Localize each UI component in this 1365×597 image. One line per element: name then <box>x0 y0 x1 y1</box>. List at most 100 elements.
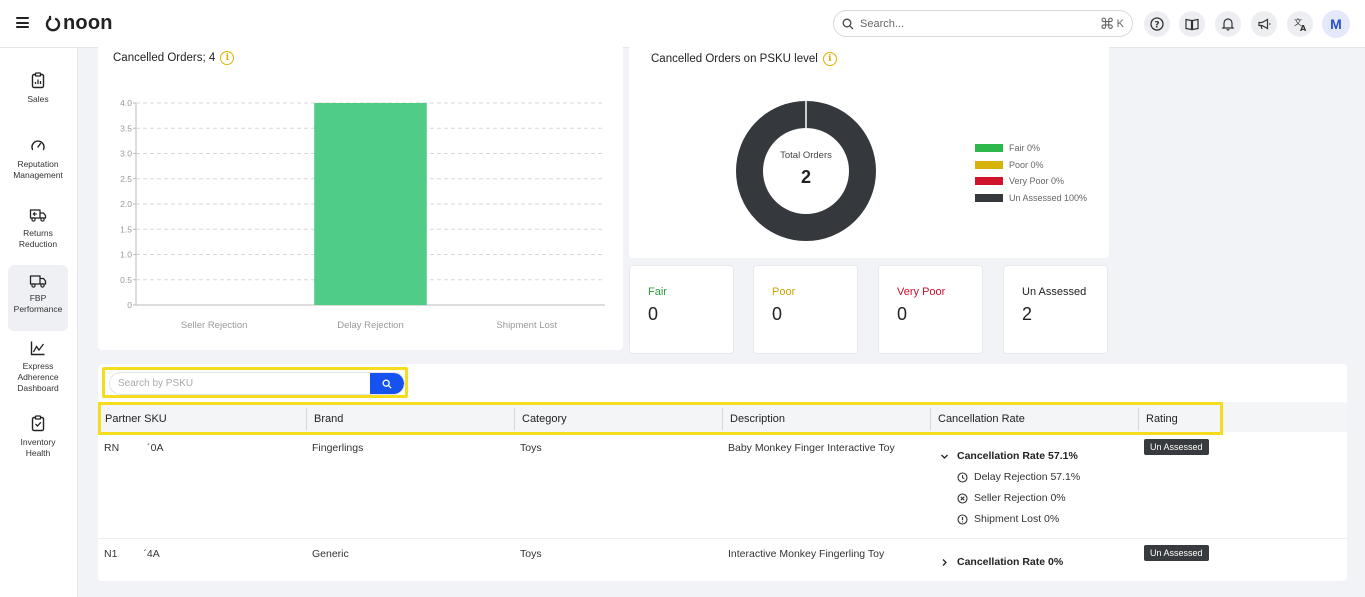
stat-value: 2 <box>1022 304 1033 324</box>
psku-search-input[interactable] <box>110 378 370 389</box>
sku-suffix: ´4A <box>143 548 160 560</box>
table-header: Partner SKU Brand Category Description C… <box>98 402 1223 435</box>
cell-category: Toys <box>520 442 542 454</box>
y-tick-label: 2.0 <box>120 199 132 209</box>
card-title-text: Cancelled Orders on PSKU level <box>651 53 818 65</box>
shortcut-hint: ⌘ K <box>1100 15 1124 33</box>
y-tick-label: 4.0 <box>120 98 132 108</box>
stat-card-poor: Poor 0 <box>753 265 858 354</box>
x-circle-icon <box>957 492 968 504</box>
noon-logo[interactable]: noon <box>44 12 113 35</box>
sku-suffix: ´0A <box>147 442 164 454</box>
breakdown-text: Delay Rejection 57.1% <box>974 471 1081 483</box>
cell-partner-sku[interactable]: N1 ´4A <box>104 548 160 560</box>
truck-return-icon <box>8 207 68 223</box>
column-divider <box>930 408 931 430</box>
shipment-lost-item: Shipment Lost 0% <box>957 513 1059 525</box>
column-divider <box>306 408 307 430</box>
psku-search-highlight <box>102 367 408 398</box>
stat-label: Un Assessed <box>1022 286 1087 298</box>
donut-legend: Fair 0% Poor 0% Very Poor 0% Un Assessed 10… <box>975 140 1087 206</box>
cell-description: Baby Monkey Finger Interactive Toy <box>728 442 895 454</box>
cancellation-rate-toggle[interactable]: Cancellation Rate 57.1% <box>940 450 1078 462</box>
card-title-text: Cancelled Orders; 4 <box>113 52 216 64</box>
sidebar-item-fbp-performance[interactable]: FBP Performance <box>8 265 68 331</box>
search-icon <box>842 18 854 29</box>
sidebar-item-sales[interactable]: Sales <box>8 72 68 105</box>
header-brand[interactable]: Brand <box>314 412 344 425</box>
noon-logo-mark <box>45 15 61 31</box>
gauge-icon <box>8 138 68 154</box>
header-description[interactable]: Description <box>730 412 786 425</box>
psku-search-button[interactable] <box>370 373 404 394</box>
sku-prefix: RN <box>104 442 120 454</box>
inventory-clipboard-icon <box>8 415 68 432</box>
header-partner-sku[interactable]: Partner SKU <box>105 412 167 425</box>
sidebar-item-label: Returns Reduction <box>18 228 58 249</box>
bell-icon[interactable] <box>1215 11 1241 37</box>
book-icon[interactable] <box>1179 11 1205 37</box>
y-tick-label: 3.0 <box>120 149 132 159</box>
cell-brand: Generic <box>312 548 349 560</box>
donut-center-label: Total Orders <box>780 150 832 161</box>
donut-center-value: 2 <box>800 167 811 187</box>
psku-table-card <box>98 364 1347 581</box>
legend-swatch <box>975 193 1003 202</box>
sidebar: Sales Reputation Management Returns Redu… <box>0 48 78 597</box>
global-search[interactable]: ⌘ K <box>833 10 1133 37</box>
legend-swatch <box>975 177 1003 186</box>
cancelled-orders-card: Cancelled Orders; 4 i 0 0.5 1.0 1.5 2.0 2.5 3.… <box>98 40 623 350</box>
alert-circle-icon <box>957 513 968 525</box>
line-chart-icon <box>8 340 68 356</box>
avatar[interactable]: M <box>1322 10 1350 38</box>
sidebar-item-express-adherence[interactable]: Express Adherence Dashboard <box>8 340 68 394</box>
legend-label: Very Poor 0% <box>1009 176 1065 187</box>
legend-item[interactable]: Poor 0% <box>975 157 1087 174</box>
search-input[interactable] <box>860 17 1090 30</box>
y-tick-label: 0.5 <box>120 275 132 285</box>
cancellation-rate-toggle[interactable]: Cancellation Rate 0% <box>940 556 1063 568</box>
command-key-icon: ⌘ <box>1099 16 1115 33</box>
x-tick-label: Delay Rejection <box>337 320 404 331</box>
legend-item[interactable]: Very Poor 0% <box>975 173 1087 190</box>
help-icon[interactable]: ? <box>1144 11 1170 37</box>
legend-item[interactable]: Un Assessed 100% <box>975 190 1087 207</box>
stat-label: Poor <box>772 286 796 298</box>
bar[interactable] <box>314 103 427 305</box>
psku-donut-chart <box>736 100 876 241</box>
rating-badge: Un Assessed <box>1144 439 1209 455</box>
legend-label: Fair 0% <box>1009 143 1041 154</box>
y-tick-label: 2.5 <box>120 174 132 184</box>
cell-partner-sku[interactable]: RN ´0A <box>104 442 164 454</box>
info-icon[interactable]: i <box>822 52 837 66</box>
sidebar-item-returns[interactable]: Returns Reduction <box>8 207 68 250</box>
info-icon[interactable]: i <box>220 51 235 65</box>
y-tick-label: 1.0 <box>120 250 132 260</box>
y-tick-label: 0 <box>127 300 132 310</box>
delivery-truck-icon <box>8 274 68 288</box>
menu-icon[interactable] <box>16 17 29 28</box>
column-divider <box>722 408 723 430</box>
y-tick-label: 1.5 <box>120 224 132 234</box>
legend-swatch <box>975 160 1003 169</box>
sidebar-item-reputation[interactable]: Reputation Management <box>8 138 68 181</box>
cell-brand: Fingerlings <box>312 442 364 454</box>
megaphone-icon[interactable] <box>1251 11 1277 37</box>
legend-label: Un Assessed 100% <box>1009 192 1088 203</box>
chevron-down-icon <box>941 454 948 459</box>
clipboard-icon <box>8 72 68 89</box>
column-divider <box>1138 408 1139 430</box>
header-category[interactable]: Category <box>522 412 567 425</box>
rating-badge: Un Assessed <box>1144 545 1209 561</box>
stat-value: 0 <box>772 304 783 324</box>
header-rating[interactable]: Rating <box>1146 412 1178 425</box>
svg-text:A: A <box>1300 24 1307 32</box>
sidebar-item-inventory-health[interactable]: Inventory Health <box>8 415 68 459</box>
x-tick-label: Shipment Lost <box>496 320 557 331</box>
header-cancellation-rate[interactable]: Cancellation Rate <box>938 412 1025 425</box>
psku-level-title: Cancelled Orders on PSKU level i <box>651 52 837 66</box>
sidebar-item-label: Reputation Management <box>13 159 63 180</box>
svg-text:文: 文 <box>1294 17 1302 27</box>
legend-item[interactable]: Fair 0% <box>975 140 1087 157</box>
